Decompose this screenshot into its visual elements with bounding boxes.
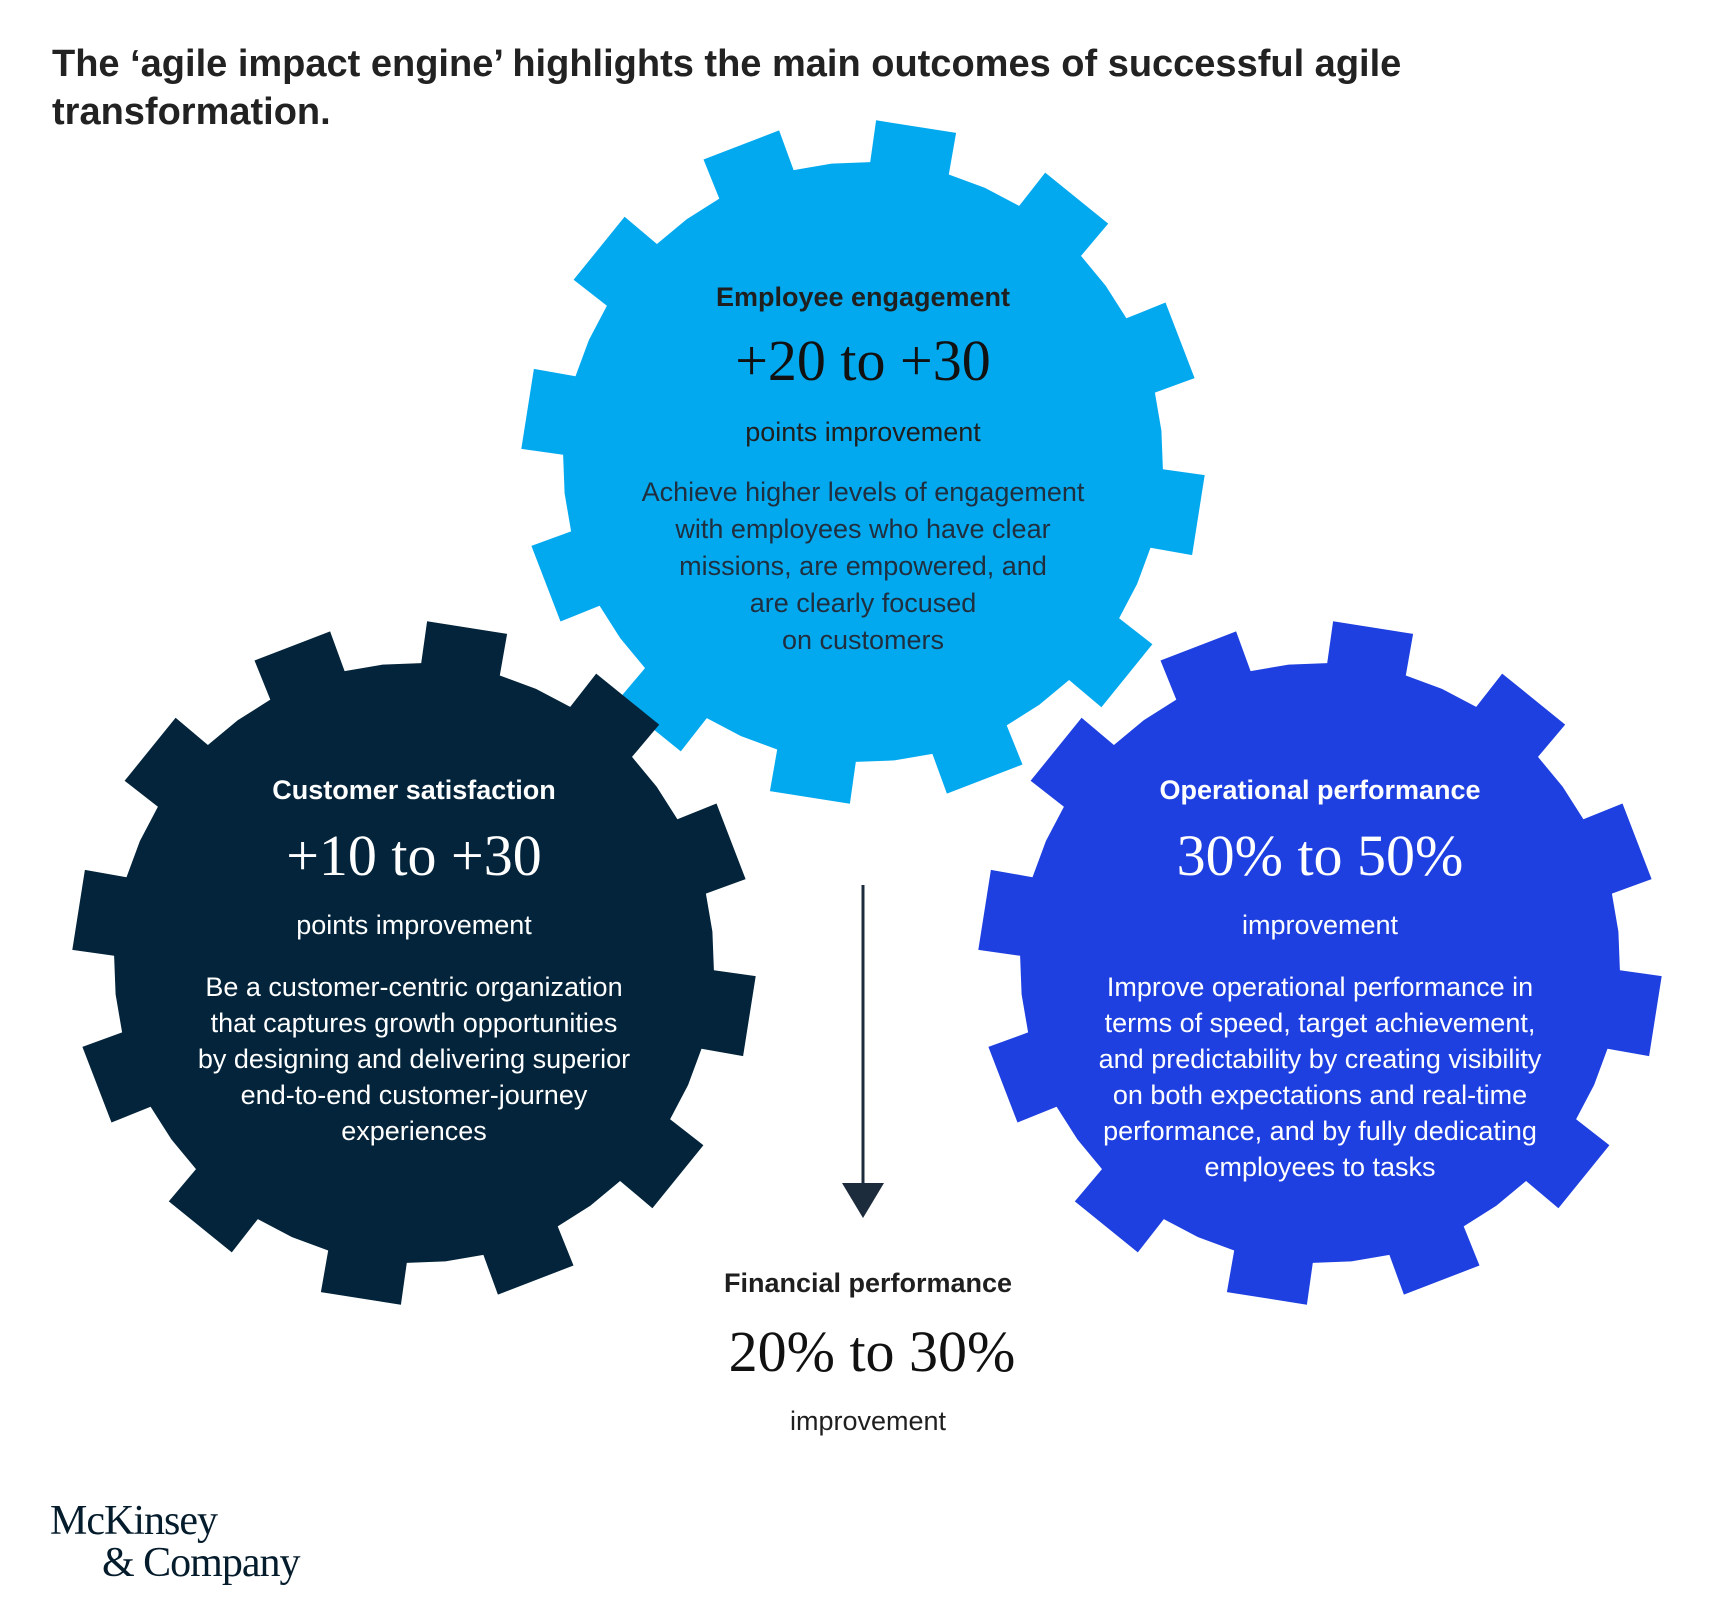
employee-engagement-content: Employee engagement +20 to +30 points im… [642,282,1085,655]
customer-satisfaction-content: Customer satisfaction +10 to +30 points … [198,775,630,1146]
customer-satisfaction-description-line: by designing and delivering superior [198,1044,630,1074]
operational-performance-gear [978,621,1662,1305]
customer-satisfaction-unit: points improvement [296,910,532,940]
employee-engagement-value: +20 to +30 [735,328,991,393]
employee-engagement-gear [521,120,1205,804]
customer-satisfaction-gear [72,621,756,1305]
operational-performance-description-line: Improve operational performance in [1107,972,1533,1002]
employee-engagement-heading: Employee engagement [716,282,1010,312]
financial-performance-content: Financial performance 20% to 30% improve… [724,1268,1015,1436]
mckinsey-logo: McKinsey & Company [50,1498,301,1586]
operational-performance-description-line: performance, and by fully dedicating [1103,1116,1537,1146]
logo-line-2: & Company [102,1540,300,1586]
financial-performance-value: 20% to 30% [729,1319,1016,1384]
operational-performance-description-line: on both expectations and real-time [1113,1080,1527,1110]
operational-performance-heading: Operational performance [1159,775,1480,805]
down-arrow-icon [842,885,884,1218]
employee-engagement-description-line: missions, are empowered, and [679,551,1047,581]
customer-satisfaction-description-line: that captures growth opportunities [211,1008,618,1038]
customer-satisfaction-description-line: experiences [341,1116,487,1146]
employee-engagement-description-line: with employees who have clear [674,514,1050,544]
logo-line-1: McKinsey [50,1498,218,1544]
operational-performance-value: 30% to 50% [1177,823,1464,888]
employee-engagement-unit: points improvement [745,417,981,447]
financial-performance-unit: improvement [790,1406,947,1436]
employee-engagement-description-line: Achieve higher levels of engagement [642,477,1085,507]
financial-performance-heading: Financial performance [724,1268,1012,1298]
page-title-line-1: The ‘agile impact engine’ highlights the… [52,43,1401,85]
customer-satisfaction-value: +10 to +30 [286,823,542,888]
employee-engagement-description-line: on customers [782,625,944,655]
operational-performance-content: Operational performance 30% to 50% impro… [1099,775,1542,1182]
operational-performance-description-line: and predictability by creating visibilit… [1099,1044,1542,1074]
operational-performance-unit: improvement [1242,910,1399,940]
customer-satisfaction-description-line: Be a customer-centric organization [205,972,622,1002]
operational-performance-description-line: employees to tasks [1204,1152,1435,1182]
customer-satisfaction-heading: Customer satisfaction [272,775,556,805]
customer-satisfaction-description-line: end-to-end customer-journey [241,1080,588,1110]
page-title-line-2: transformation. [52,91,331,133]
employee-engagement-description-line: are clearly focused [750,588,977,618]
operational-performance-description-line: terms of speed, target achievement, [1105,1008,1536,1038]
